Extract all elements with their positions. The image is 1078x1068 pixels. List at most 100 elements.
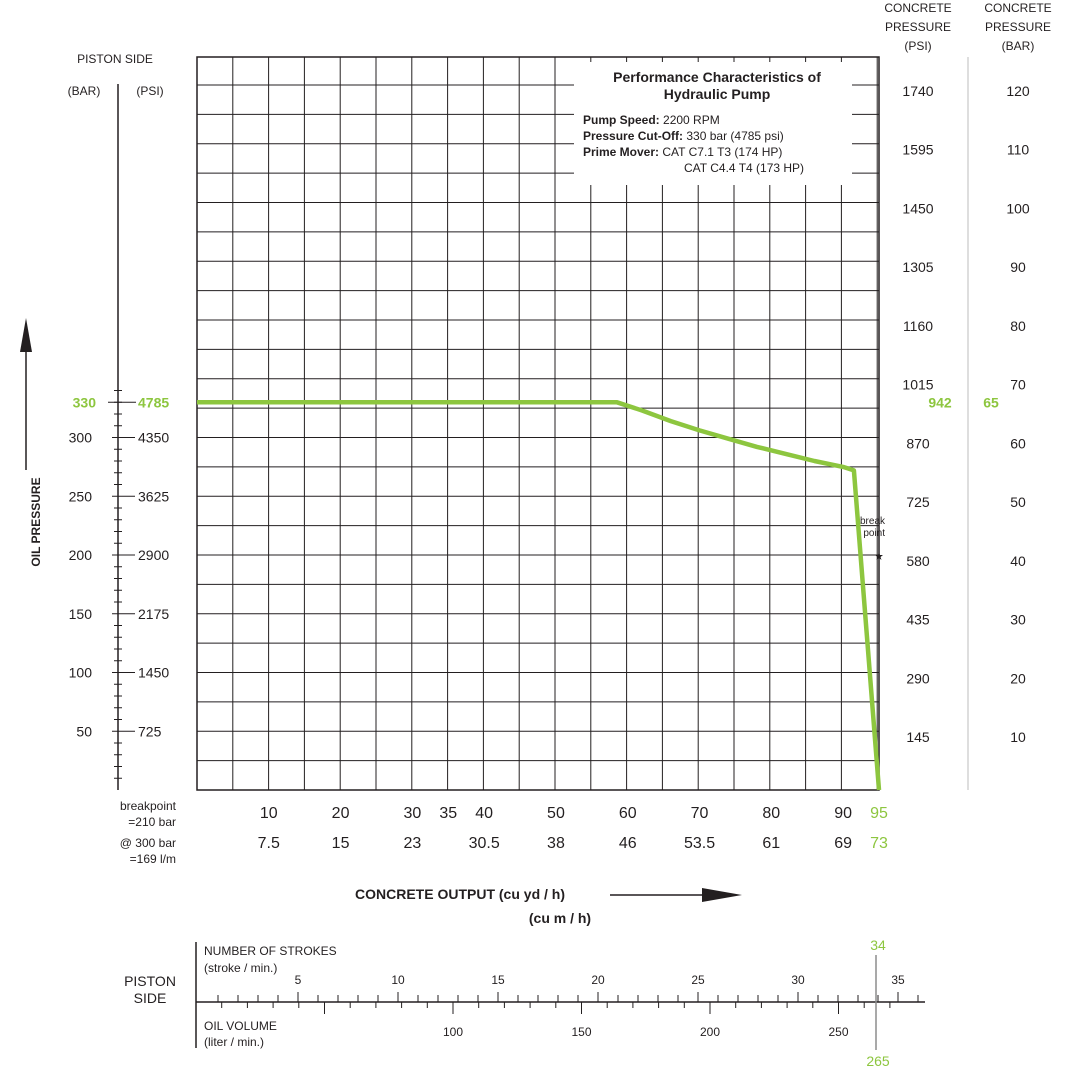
x-cum-tick-label: 61 — [762, 835, 780, 852]
x-cuyd-max-label: 95 — [870, 805, 888, 822]
left-psi-tick-label: 4350 — [138, 430, 169, 446]
oil-max-label: 265 — [866, 1053, 890, 1068]
x-cum-tick-label: 7.5 — [258, 835, 280, 852]
info-title-line-2: Hydraulic Pump — [664, 86, 771, 102]
breakpoint-note-3: @ 300 bar — [120, 836, 176, 850]
stroke-tick-label: 20 — [591, 973, 605, 987]
right-psi-header-2: PRESSURE — [885, 20, 951, 34]
x-axis-title: CONCRETE OUTPUT (cu yd / h) — [355, 886, 565, 902]
info-pressure-cutoff: Pressure Cut-Off: 330 bar (4785 psi) — [583, 129, 784, 143]
x-cuyd-tick-label: 35 — [439, 805, 457, 822]
right-psi-tick-label: 1160 — [903, 318, 933, 334]
left-bar-tick-label: 150 — [69, 606, 93, 622]
x-cum-tick-label: 53.5 — [684, 835, 715, 852]
right-bar-tick-label: 10 — [1010, 729, 1026, 745]
x-axis-arrow-head — [702, 888, 742, 902]
left-axis-minor-ticks — [108, 390, 136, 779]
left-psi-tick-label: 2175 — [138, 606, 169, 622]
right-bar-tick-label: 20 — [1010, 670, 1026, 686]
oil-tick-label: 100 — [443, 1025, 463, 1039]
left-psi-tick-label: 2900 — [138, 547, 169, 563]
breakpoint-star — [875, 552, 883, 560]
right-psi-tick-label: 725 — [906, 494, 930, 510]
left-bar-tick-label: 200 — [69, 547, 93, 563]
x-cuyd-tick-label: 90 — [834, 805, 852, 822]
right-psi-tick-label: 580 — [906, 553, 930, 569]
right-psi-tick-label: 290 — [906, 670, 930, 686]
right-psi-max-label: 942 — [928, 394, 952, 410]
right-bar-header-2: PRESSURE — [985, 20, 1051, 34]
stroke-tick-label: 35 — [891, 973, 905, 987]
left-bar-tick-label: 300 — [69, 430, 93, 446]
left-psi-tick-label: 725 — [138, 723, 162, 739]
oil-tick-label: 150 — [571, 1025, 591, 1039]
x-axis-title-2: (cu m / h) — [529, 910, 591, 926]
stroke-tick-label: 30 — [791, 973, 805, 987]
x-cuyd-tick-label: 80 — [762, 805, 780, 822]
left-bar-tick-label: 250 — [69, 488, 93, 504]
left-bar-tick-label: 50 — [76, 723, 92, 739]
right-psi-tick-label: 435 — [906, 612, 930, 628]
breakpoint-note-2: =210 bar — [128, 815, 176, 829]
left-axis-psi-unit: (PSI) — [136, 84, 163, 98]
x-cum-tick-label: 30.5 — [469, 835, 500, 852]
x-cum-tick-label: 15 — [332, 835, 350, 852]
left-bar-max-label: 330 — [73, 394, 97, 410]
right-bar-tick-label: 90 — [1010, 259, 1026, 275]
info-prime-mover-2: CAT C4.4 T4 (173 HP) — [684, 161, 804, 175]
breakpoint-note-4: =169 l/m — [130, 852, 176, 866]
pressure-output-curve — [197, 400, 882, 791]
x-cuyd-tick-label: 10 — [260, 805, 278, 822]
right-bar-max-label: 65 — [983, 394, 999, 410]
right-bar-tick-label: 50 — [1010, 494, 1026, 510]
right-axis-labels: 145 10 290 20 435 30 580 40 725 50 870 60 1015 70 1160… — [902, 83, 1029, 745]
right-psi-header-3: (PSI) — [904, 39, 931, 53]
right-bar-tick-label: 30 — [1010, 612, 1026, 628]
oil-tick-label: 200 — [700, 1025, 720, 1039]
plot-frame — [196, 56, 880, 791]
strokes-title: NUMBER OF STROKES — [204, 944, 337, 958]
stroke-tick-label: 25 — [691, 973, 705, 987]
x-cum-tick-label: 69 — [834, 835, 852, 852]
left-psi-max-label: 4785 — [138, 394, 169, 410]
stroke-tick-label: 10 — [391, 973, 405, 987]
right-psi-tick-label: 1305 — [902, 259, 933, 275]
stroke-tick-label: 15 — [491, 973, 505, 987]
stroke-max-label: 34 — [870, 937, 886, 953]
right-psi-tick-label: 1015 — [902, 377, 933, 393]
right-psi-tick-label: 1450 — [902, 200, 933, 216]
right-bar-tick-label: 100 — [1006, 200, 1030, 216]
right-bar-tick-label: 120 — [1006, 83, 1030, 99]
info-title-line-1: Performance Characteristics of — [613, 69, 821, 85]
x-cum-tick-label: 46 — [619, 835, 637, 852]
left-axis-labels: 50 725 100 1450 150 2175 200 2900 250 3625 300 4350… — [69, 394, 170, 739]
right-bar-tick-label: 60 — [1010, 435, 1026, 451]
right-psi-tick-label: 1595 — [902, 142, 933, 158]
x-cum-max-label: 73 — [870, 835, 888, 852]
left-bar-tick-label: 100 — [69, 665, 93, 681]
x-axis-labels: 10 20 30 35 40 50 60 70 80 90 7.5 15 23 30.5 38 46 53.5 6… — [258, 805, 888, 852]
right-bar-tick-label: 110 — [1007, 142, 1030, 158]
stroke-tick-label: 5 — [295, 973, 302, 987]
x-cuyd-tick-label: 60 — [619, 805, 637, 822]
right-psi-tick-label: 870 — [906, 435, 930, 451]
oil-volume-title: OIL VOLUME — [204, 1019, 277, 1033]
right-bar-header-1: CONCRETE — [984, 1, 1051, 15]
right-psi-header-1: CONCRETE — [884, 1, 951, 15]
info-box — [574, 62, 852, 185]
x-cum-tick-label: 38 — [547, 835, 565, 852]
x-cuyd-tick-label: 50 — [547, 805, 565, 822]
right-bar-tick-label: 80 — [1010, 318, 1026, 334]
left-psi-tick-label: 1450 — [138, 665, 169, 681]
right-psi-tick-label: 145 — [906, 729, 930, 745]
oil-tick-label: 250 — [828, 1025, 848, 1039]
breakpoint-label-1: break — [860, 516, 886, 527]
x-cuyd-tick-label: 70 — [691, 805, 709, 822]
x-cuyd-tick-label: 40 — [475, 805, 493, 822]
info-prime-mover: Prime Mover: CAT C7.1 T3 (174 HP) — [583, 145, 782, 159]
right-bar-tick-label: 70 — [1010, 377, 1026, 393]
y-axis-arrow-head — [20, 318, 32, 352]
left-axis-bar-unit: (BAR) — [68, 84, 101, 98]
info-pump-speed: Pump Speed: 2200 RPM — [583, 113, 720, 127]
piston-side-label-2: SIDE — [134, 990, 167, 1006]
